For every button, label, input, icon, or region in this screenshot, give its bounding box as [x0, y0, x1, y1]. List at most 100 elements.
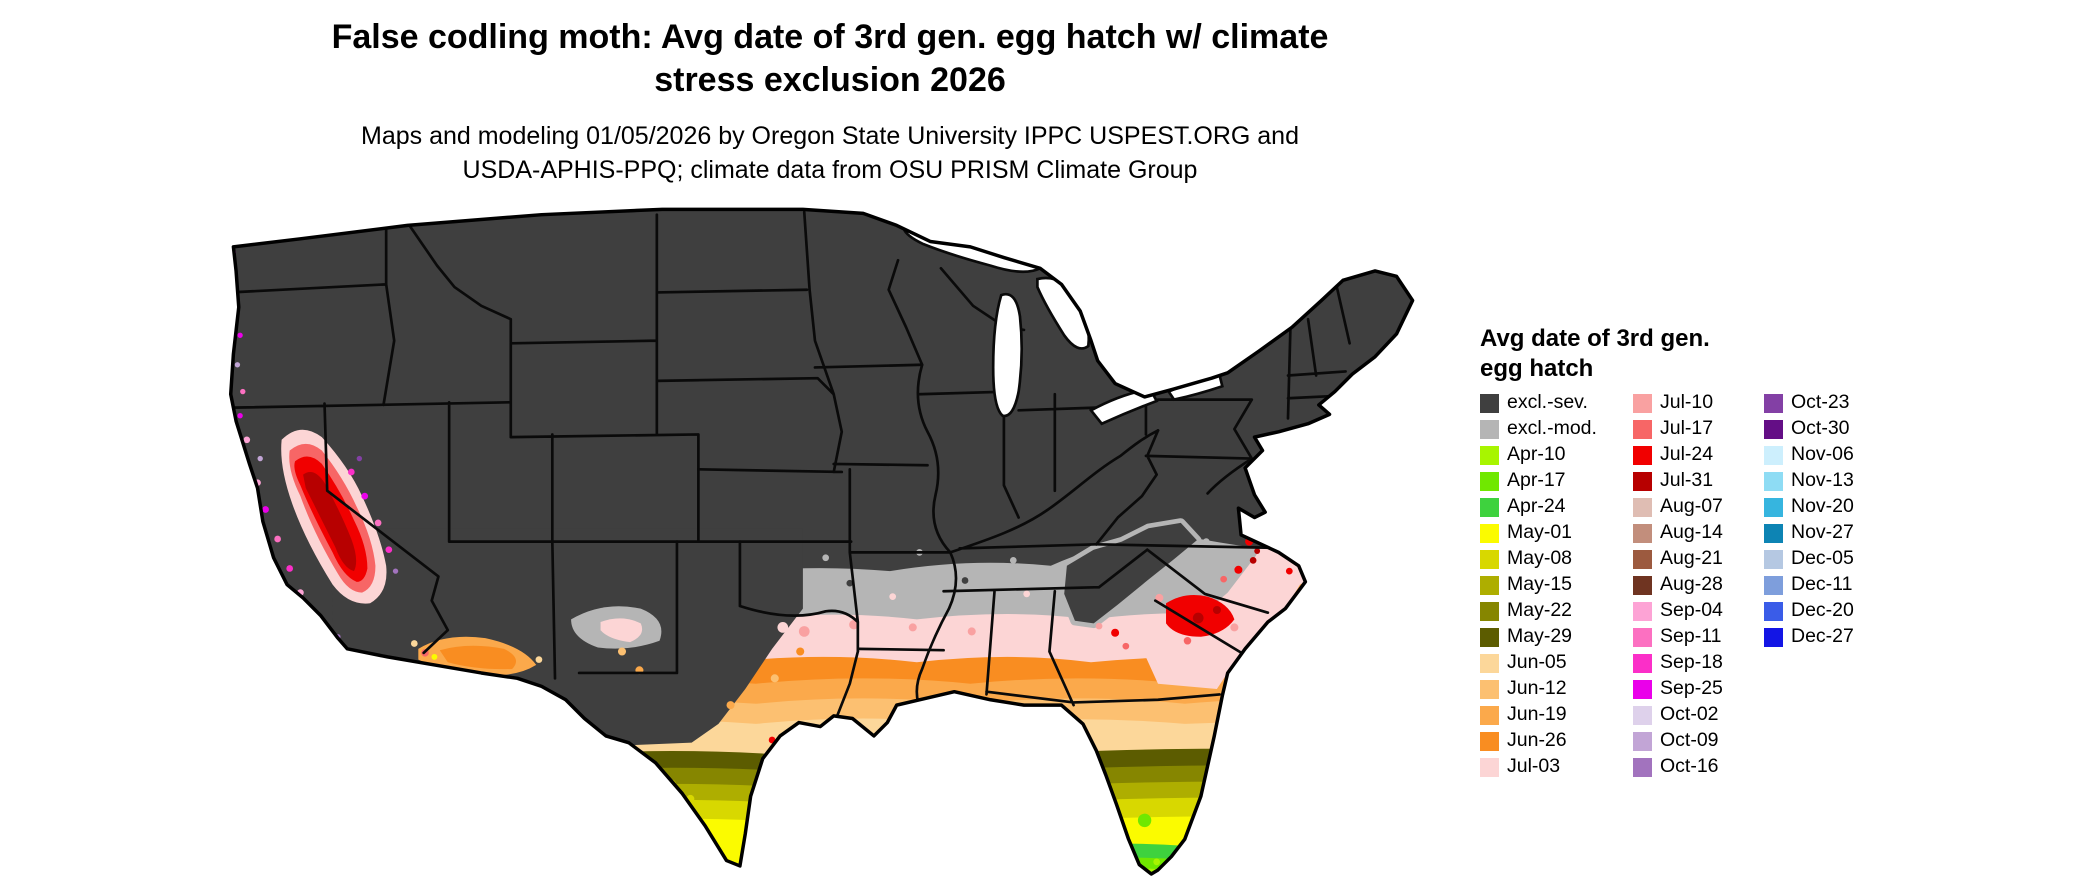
legend-column: excl.-sev. excl.-mod. Apr-10 Apr-17 Apr-24 Ma… — [1480, 390, 1633, 780]
legend-row: Apr-24 — [1480, 494, 1633, 520]
legend-label: Dec-11 — [1791, 573, 1853, 596]
legend-row: excl.-sev. — [1480, 390, 1633, 416]
state-borders-midwest — [887, 258, 1160, 704]
legend-columns: excl.-sev. excl.-mod. Apr-10 Apr-17 Apr-24 Ma… — [1480, 390, 1854, 780]
legend-label: May-01 — [1507, 521, 1573, 544]
state-borders-plains — [577, 210, 952, 675]
page-title: False codling moth: Avg date of 3rd gen.… — [331, 18, 1329, 99]
band-apr10 — [1037, 867, 1339, 874]
legend-row: Dec-05 — [1764, 546, 1854, 572]
legend-label: Aug-28 — [1660, 573, 1723, 596]
legend-row: Nov-13 — [1764, 468, 1854, 494]
legend-column: Oct-23 Oct-30 Nov-06 Nov-13 Nov-20 Nov-27 Dec-… — [1764, 390, 1854, 780]
legend-swatch — [1764, 627, 1783, 647]
legend-row: Jun-26 — [1480, 728, 1633, 754]
legend-label: Oct-02 — [1660, 703, 1719, 726]
legend-swatch — [1764, 471, 1783, 491]
speckle-dot — [257, 455, 263, 462]
legend-row: Oct-02 — [1633, 702, 1764, 728]
legend-swatch — [1480, 549, 1499, 569]
legend-swatch — [1633, 445, 1652, 465]
legend-swatch — [1480, 497, 1499, 517]
legend-column: Jul-10 Jul-17 Jul-24 Jul-31 Aug-07 Aug-14 Aug-… — [1633, 390, 1764, 780]
legend-label: Oct-30 — [1791, 417, 1850, 440]
band-may08 — [541, 797, 1339, 874]
speckle-dot — [1249, 557, 1257, 564]
speckle-dot — [1192, 612, 1204, 624]
legend-label: Oct-23 — [1791, 391, 1850, 414]
speckle-dot — [274, 535, 281, 543]
speckle-dot — [234, 362, 241, 368]
legend-row: May-15 — [1480, 572, 1633, 598]
legend-label: Apr-17 — [1507, 469, 1566, 492]
speckle-dot — [347, 468, 355, 476]
legend-row: Dec-11 — [1764, 572, 1854, 598]
speckle-dot — [798, 626, 810, 637]
speckle-dot — [286, 565, 294, 572]
speckle-dot — [361, 492, 369, 500]
speckle-dot — [1254, 548, 1261, 554]
speckle-dot — [967, 627, 976, 636]
speckle-dot — [1234, 565, 1243, 574]
speckle-dot — [822, 554, 830, 562]
speckle-dot — [1155, 593, 1164, 602]
legend-swatch — [1764, 549, 1783, 569]
state-borders — [230, 210, 1351, 723]
speckle-dot — [796, 647, 805, 656]
legend-swatch — [1633, 419, 1652, 439]
speckle-dot — [431, 653, 438, 660]
map-fill-layers — [230, 209, 1413, 874]
speckle-dot — [1122, 642, 1130, 650]
us-map — [228, 207, 1415, 876]
legend-swatch — [1633, 393, 1652, 413]
us-outline — [228, 207, 1415, 876]
legend-label: Apr-10 — [1507, 443, 1566, 466]
legend-swatch — [1480, 627, 1499, 647]
legend-row: Jul-03 — [1480, 754, 1633, 780]
legend-row: Aug-28 — [1633, 572, 1764, 598]
speckle-dot — [908, 623, 917, 632]
legend-label: May-08 — [1507, 547, 1573, 570]
legend-row: Oct-09 — [1633, 728, 1764, 754]
legend-label: Jun-12 — [1507, 677, 1567, 700]
legend-swatch — [1633, 523, 1652, 543]
legend-label: May-15 — [1507, 573, 1573, 596]
new-mexico-pink-patch — [600, 618, 643, 643]
legend-swatch — [1764, 575, 1783, 595]
legend-row: Sep-18 — [1633, 650, 1764, 676]
legend-label: Oct-16 — [1660, 755, 1719, 778]
speckle-dot — [1095, 622, 1103, 630]
legend-row: Dec-20 — [1764, 598, 1854, 624]
legend-label: Apr-24 — [1507, 495, 1566, 518]
legend-label: May-22 — [1507, 599, 1573, 622]
legend-swatch — [1633, 497, 1652, 517]
legend-swatch — [1633, 549, 1652, 569]
legend-row: Jul-10 — [1633, 390, 1764, 416]
legend-swatch — [1633, 575, 1652, 595]
band-apr17 — [1024, 856, 1339, 874]
legend-swatch — [1480, 653, 1499, 673]
legend-label: Jun-26 — [1507, 729, 1567, 752]
legend-label: Jul-31 — [1660, 469, 1714, 492]
speckle-dot — [889, 593, 897, 600]
legend-swatch — [1633, 757, 1652, 777]
state-borders-west — [230, 213, 853, 680]
speckle-dot — [262, 506, 269, 513]
legend-row: excl.-mod. — [1480, 416, 1633, 442]
legend-row: Dec-27 — [1764, 624, 1854, 650]
legend-label: Jun-19 — [1507, 703, 1567, 726]
legend-label: Aug-14 — [1660, 521, 1723, 544]
legend-swatch — [1480, 445, 1499, 465]
legend-label: Jul-24 — [1660, 443, 1714, 466]
speckle-dot — [237, 332, 243, 338]
legend-swatch — [1633, 601, 1652, 621]
speckle-dot — [846, 579, 854, 587]
legend-row: Oct-23 — [1764, 390, 1854, 416]
legend-row: Nov-06 — [1764, 442, 1854, 468]
legend-row: May-01 — [1480, 520, 1633, 546]
legend-swatch — [1480, 679, 1499, 699]
legend-row: May-29 — [1480, 624, 1633, 650]
legend-swatch — [1764, 497, 1783, 517]
speckle-dot — [240, 388, 246, 395]
